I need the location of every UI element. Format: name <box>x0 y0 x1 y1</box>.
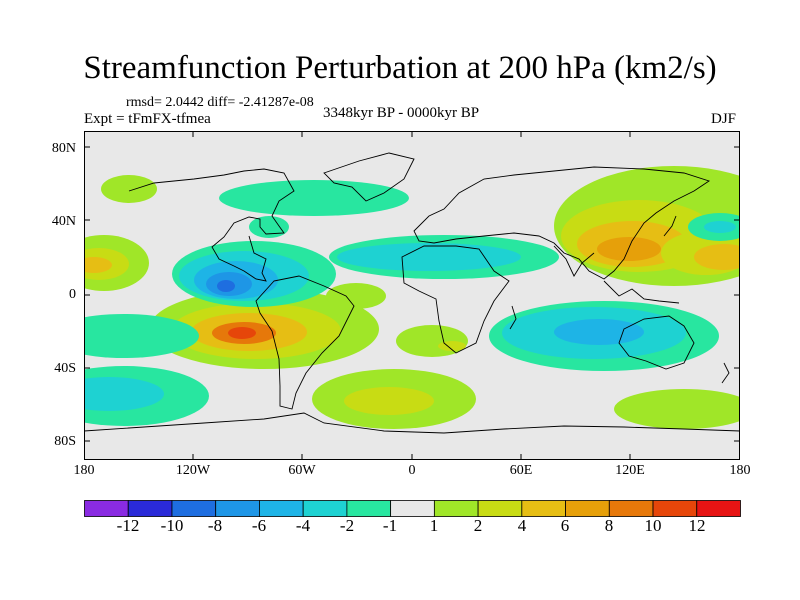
colorbar-label: -8 <box>207 516 223 535</box>
chart-title: Streamfunction Perturbation at 200 hPa (… <box>83 50 717 86</box>
colorbar-box <box>84 500 129 517</box>
colorbar-box <box>433 500 479 517</box>
coastlines <box>84 152 740 434</box>
coast-south-america <box>255 275 355 410</box>
coast-greenland <box>323 152 415 202</box>
streamfunction-map <box>84 131 740 460</box>
colorbar-label: 1 <box>429 516 439 535</box>
coast-antarctica <box>84 412 740 434</box>
lon-label-0: 0 <box>408 463 416 478</box>
colorbar-label: 12 <box>688 516 706 535</box>
lon-label-120e: 120E <box>615 463 645 478</box>
colorbar-box <box>346 500 392 517</box>
anomaly-north-atlantic-negative <box>219 180 409 238</box>
colorbar-label: -6 <box>251 516 267 535</box>
anomaly-central-america-negative <box>172 241 336 307</box>
anomaly-other-positive <box>101 175 740 429</box>
lat-label-40s: 40S <box>54 361 76 376</box>
lon-label-180e: 180 <box>729 463 751 478</box>
colorbar-box <box>696 500 741 517</box>
lon-label-180w: 180 <box>73 463 95 478</box>
season-label: DJF <box>711 111 737 127</box>
lon-label-60e: 60E <box>509 463 533 478</box>
anomaly-southern-ocean-negative <box>84 213 740 426</box>
colorbar-box <box>171 500 217 517</box>
anomaly-north-pacific-positive <box>554 166 740 286</box>
colorbar-label: 2 <box>473 516 483 535</box>
coast-africa <box>401 245 510 354</box>
colorbar-box <box>390 500 435 517</box>
anomaly-east-pacific-positive <box>84 235 149 291</box>
lat-label-0: 0 <box>69 287 76 302</box>
colorbar-box <box>302 500 348 517</box>
colorbar-label: -12 <box>116 516 140 535</box>
coast-new-zealand <box>721 362 730 384</box>
colorbar-label: 4 <box>517 516 527 535</box>
colorbar-box <box>215 500 260 517</box>
anomaly-south-atlantic-positive <box>312 325 476 429</box>
coast-india <box>553 245 595 277</box>
period-label: 3348kyr BP - 0000kyr BP <box>323 105 480 121</box>
colorbar-label: -4 <box>295 516 311 535</box>
colorbar-label: 6 <box>560 516 570 535</box>
lat-label-80n: 80N <box>51 141 76 156</box>
colorbar <box>84 500 741 517</box>
colorbar-label: -1 <box>382 516 398 535</box>
experiment-label: Expt = tFmFX-tfmea <box>84 111 211 127</box>
colorbar-label: 8 <box>604 516 614 535</box>
coast-japan <box>663 215 677 237</box>
coast-europe-asia <box>413 166 711 280</box>
lat-label-80s: 80S <box>54 434 76 449</box>
colorbar-box <box>127 500 173 517</box>
coast-southeast-asia <box>603 280 680 304</box>
colorbar-box <box>477 500 523 517</box>
coast-australia <box>618 315 695 370</box>
coast-north-america <box>128 168 295 282</box>
colorbar-box <box>608 500 654 517</box>
lat-label-40n: 40N <box>51 214 76 229</box>
anomaly-indian-ocean-negative <box>489 301 719 371</box>
stats-text: rmsd= 2.0442 diff= -2.41287e-08 <box>126 95 314 110</box>
colorbar-box <box>652 500 698 517</box>
colorbar-box <box>521 500 566 517</box>
anomaly-south-america-positive <box>149 289 379 369</box>
colorbar-label: -10 <box>160 516 184 535</box>
colorbar-box <box>259 500 304 517</box>
map-ticks <box>84 131 740 460</box>
coast-madagascar <box>509 305 517 330</box>
colorbar-label: 10 <box>644 516 662 535</box>
colorbar-label: -2 <box>339 516 355 535</box>
contour-fields <box>84 166 740 429</box>
anomaly-tropical-atlantic-negative <box>329 235 559 279</box>
lon-label-60w: 60W <box>288 463 316 478</box>
lon-label-120w: 120W <box>175 463 211 478</box>
colorbar-box <box>565 500 610 517</box>
